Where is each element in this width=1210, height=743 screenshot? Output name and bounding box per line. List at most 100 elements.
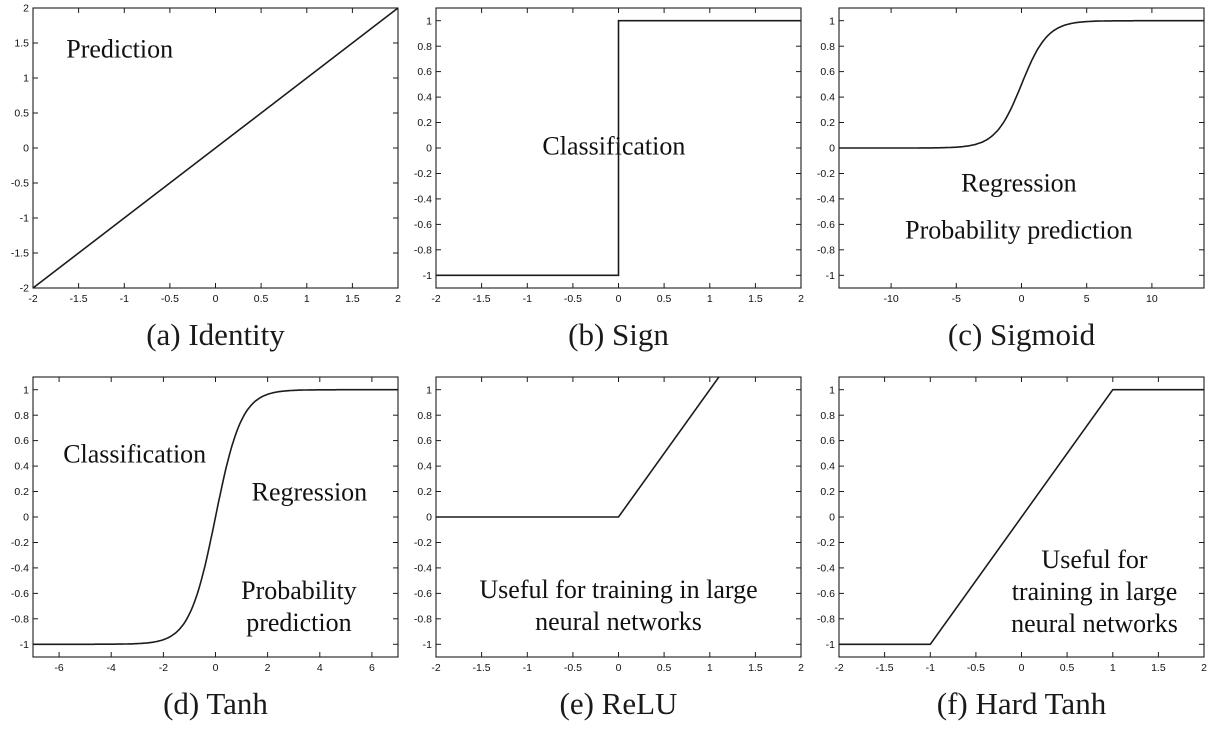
svg-text:0: 0 <box>1019 662 1025 674</box>
identity-plot-canvas: -2 -1.5 -1 -0.5 0 0.5 1 1.5 2 2 1.5 1 0.5 0 -0.5 -1 -1.5… <box>11 3 401 305</box>
svg-text:2: 2 <box>798 293 804 305</box>
svg-text:0.4: 0.4 <box>417 92 432 104</box>
svg-text:1: 1 <box>23 384 29 396</box>
svg-text:0.6: 0.6 <box>417 66 432 78</box>
svg-text:Regression: Regression <box>961 168 1077 197</box>
svg-text:0: 0 <box>23 143 29 155</box>
svg-text:0.5: 0.5 <box>14 108 29 120</box>
svg-text:1.5: 1.5 <box>1151 662 1166 674</box>
svg-text:Classification: Classification <box>63 439 206 468</box>
svg-text:-0.4: -0.4 <box>414 194 432 206</box>
svg-text:-2: -2 <box>20 283 29 295</box>
svg-text:1.5: 1.5 <box>14 38 29 50</box>
svg-text:2: 2 <box>395 293 401 305</box>
plot-hard-tanh: -2 -1.5 -1 -0.5 0 0.5 1 1.5 2 1 0.8 0.6 0.4 0.2 0 -0.2 -… <box>806 369 1209 728</box>
svg-text:Regression: Regression <box>252 478 368 507</box>
svg-text:-1: -1 <box>120 293 129 305</box>
svg-text:Prediction: Prediction <box>66 35 173 64</box>
svg-text:-0.6: -0.6 <box>817 219 835 231</box>
svg-text:1: 1 <box>426 15 432 27</box>
svg-text:-1: -1 <box>523 662 532 674</box>
plot-sigmoid: -10 -5 0 5 10 1 0.8 0.6 0.4 0.2 0 -0.2 -0.4 -0.6 -0.8 -… <box>806 0 1209 359</box>
svg-text:1.5: 1.5 <box>748 662 763 674</box>
svg-text:-0.6: -0.6 <box>414 219 432 231</box>
relu-plot-canvas: -2 -1.5 -1 -0.5 0 0.5 1 1.5 2 1 0.8 0.6 0.4 0.2 0 -0.2 -… <box>414 376 804 674</box>
svg-text:1: 1 <box>426 384 432 396</box>
sign-plot-canvas: -2 -1.5 -1 -0.5 0 0.5 1 1.5 2 1 0.8 0.6 0.4 0.2 0 -0.2 -… <box>414 7 804 305</box>
svg-text:-5: -5 <box>952 293 961 305</box>
svg-text:-0.5: -0.5 <box>564 662 582 674</box>
svg-text:-0.5: -0.5 <box>11 178 29 190</box>
svg-text:1.5: 1.5 <box>748 293 763 305</box>
plot-caption-hard-tanh: (f) Hard Tanh <box>936 686 1107 721</box>
svg-text:0.8: 0.8 <box>14 410 29 422</box>
svg-text:0: 0 <box>829 143 835 155</box>
svg-text:0.4: 0.4 <box>14 461 29 473</box>
svg-text:Classification: Classification <box>542 132 685 161</box>
svg-text:training in large: training in large <box>1012 577 1178 606</box>
plot-caption-sigmoid: (c) Sigmoid <box>947 317 1096 352</box>
svg-text:-1.5: -1.5 <box>473 662 491 674</box>
svg-text:0.5: 0.5 <box>254 293 269 305</box>
svg-text:0.4: 0.4 <box>820 92 835 104</box>
svg-text:-0.8: -0.8 <box>817 244 835 256</box>
svg-text:0.4: 0.4 <box>820 461 835 473</box>
svg-text:-0.6: -0.6 <box>11 588 29 600</box>
svg-text:0: 0 <box>829 512 835 524</box>
svg-text:-0.2: -0.2 <box>414 168 432 180</box>
svg-text:0.2: 0.2 <box>417 486 432 498</box>
svg-text:0.2: 0.2 <box>820 117 835 129</box>
svg-text:-0.5: -0.5 <box>967 662 985 674</box>
svg-text:0.5: 0.5 <box>657 293 672 305</box>
svg-text:-0.8: -0.8 <box>817 613 835 625</box>
svg-text:-1: -1 <box>926 662 935 674</box>
svg-text:1.5: 1.5 <box>345 293 360 305</box>
svg-text:0.8: 0.8 <box>820 41 835 53</box>
plot-relu: -2 -1.5 -1 -0.5 0 0.5 1 1.5 2 1 0.8 0.6 0.4 0.2 0 -0.2 -… <box>403 369 806 728</box>
svg-text:-0.2: -0.2 <box>817 168 835 180</box>
svg-text:-1.5: -1.5 <box>70 293 88 305</box>
plot-caption-sign: (b) Sign <box>568 317 669 352</box>
svg-text:1: 1 <box>829 15 835 27</box>
svg-text:0.2: 0.2 <box>417 117 432 129</box>
svg-text:1: 1 <box>304 293 310 305</box>
svg-text:-0.6: -0.6 <box>817 588 835 600</box>
svg-text:0: 0 <box>23 512 29 524</box>
svg-text:0.5: 0.5 <box>1060 662 1075 674</box>
svg-text:0.6: 0.6 <box>417 435 432 447</box>
svg-text:0.8: 0.8 <box>417 41 432 53</box>
svg-text:-1: -1 <box>20 213 29 225</box>
plot-caption-identity: (a) Identity <box>146 317 285 352</box>
svg-text:-1: -1 <box>20 639 29 651</box>
svg-text:Probability prediction: Probability prediction <box>905 216 1132 245</box>
svg-text:-1: -1 <box>523 293 532 305</box>
svg-text:-1.5: -1.5 <box>876 662 894 674</box>
svg-text:-0.4: -0.4 <box>817 194 835 206</box>
svg-text:Useful for: Useful for <box>1041 545 1147 574</box>
svg-text:-0.4: -0.4 <box>414 563 432 575</box>
svg-text:0.2: 0.2 <box>820 486 835 498</box>
svg-text:-0.5: -0.5 <box>564 293 582 305</box>
svg-text:-6: -6 <box>54 662 63 674</box>
svg-text:-4: -4 <box>107 662 116 674</box>
svg-text:-0.5: -0.5 <box>161 293 179 305</box>
svg-text:0.5: 0.5 <box>657 662 672 674</box>
svg-text:0: 0 <box>1019 293 1025 305</box>
svg-text:2: 2 <box>23 3 29 15</box>
svg-text:Useful for training in large: Useful for training in large <box>479 575 757 604</box>
svg-text:-0.2: -0.2 <box>414 537 432 549</box>
svg-text:-10: -10 <box>884 293 899 305</box>
plot-identity: -2 -1.5 -1 -0.5 0 0.5 1 1.5 2 2 1.5 1 0.5 0 -0.5 -1 -1.5… <box>0 0 403 359</box>
svg-text:0.6: 0.6 <box>14 435 29 447</box>
svg-text:0: 0 <box>616 293 622 305</box>
svg-text:0: 0 <box>213 662 219 674</box>
tanh-plot-canvas: -6 -4 -2 0 2 4 6 1 0.8 0.6 0.4 0.2 0 -0.2 -0.4 -0.6 -0.8… <box>11 376 399 674</box>
svg-text:-2: -2 <box>28 293 37 305</box>
svg-text:neural networks: neural networks <box>1011 609 1178 638</box>
sigmoid-plot-canvas: -10 -5 0 5 10 1 0.8 0.6 0.4 0.2 0 -0.2 -0.4 -0.6 -0.8 -… <box>817 7 1205 305</box>
svg-text:-0.8: -0.8 <box>414 244 432 256</box>
svg-text:-1.5: -1.5 <box>11 248 29 260</box>
svg-text:2: 2 <box>798 662 804 674</box>
svg-text:6: 6 <box>369 662 375 674</box>
